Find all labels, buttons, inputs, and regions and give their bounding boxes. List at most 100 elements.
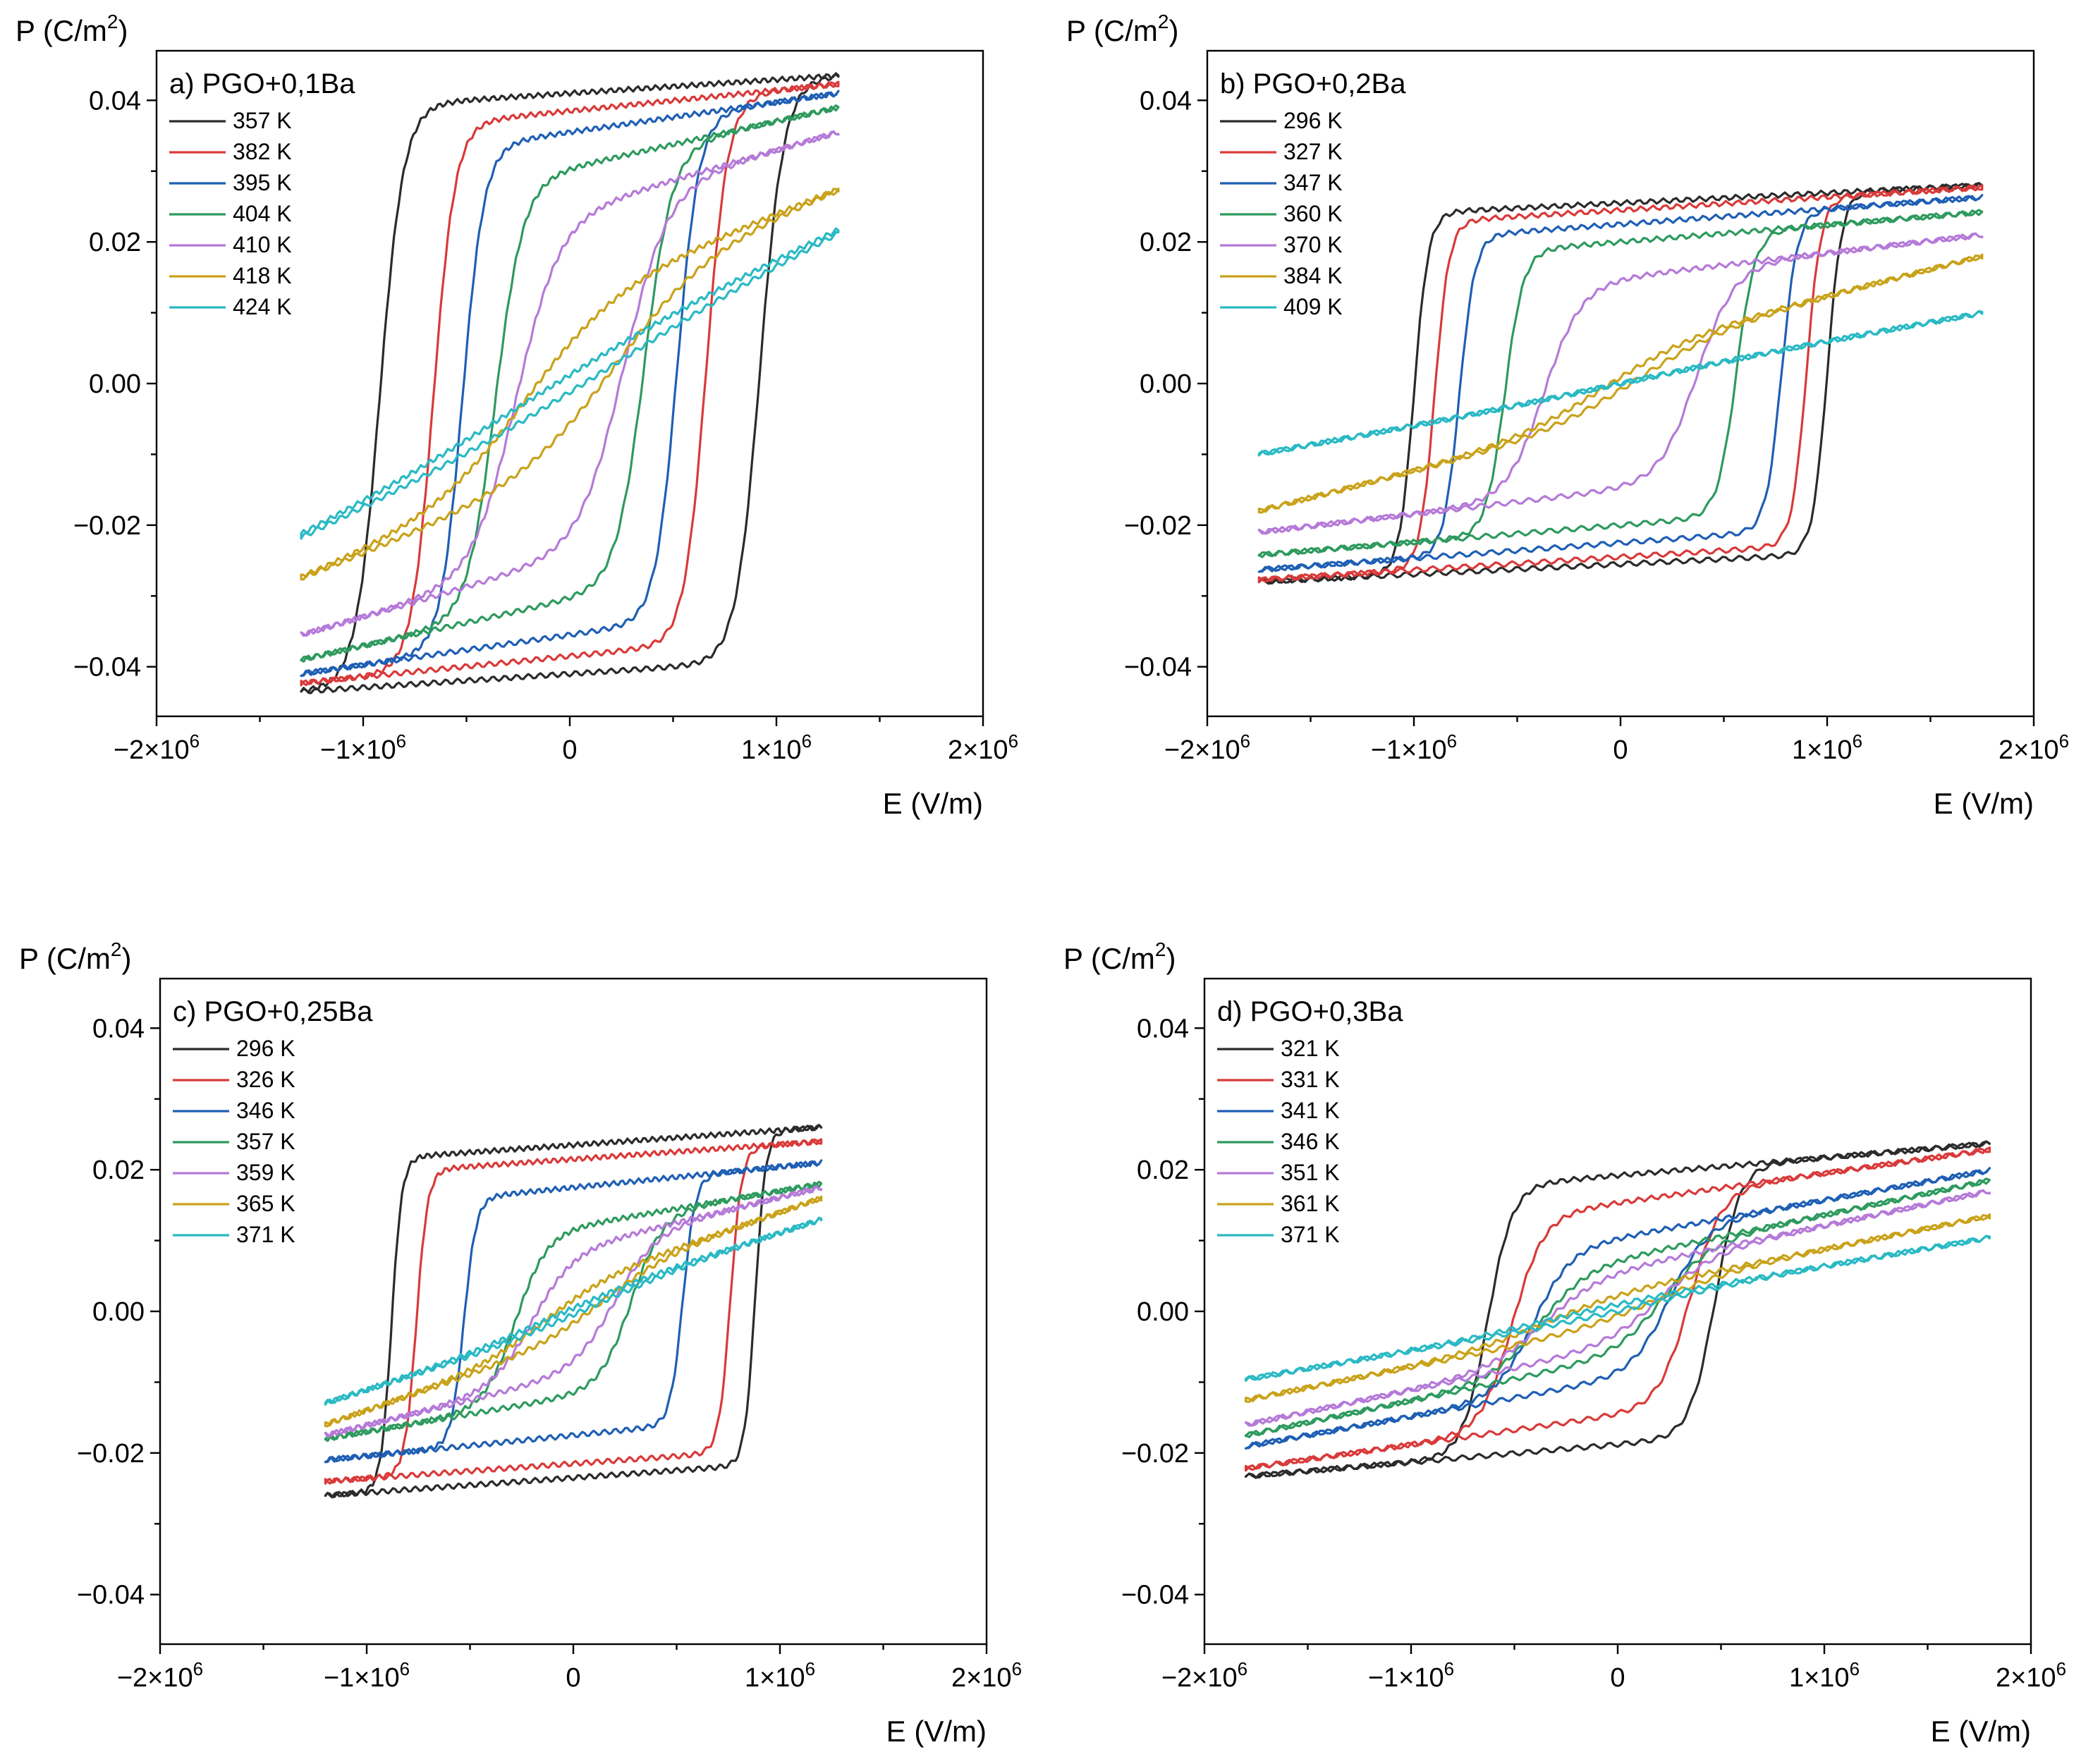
x-tick-label: −2×106 (117, 1658, 203, 1693)
series-384-k (1257, 253, 1984, 514)
panel-b: −2×106 −1×106 0 1×106 2×106 0.04 0.02 0.00 −0.02… (1066, 11, 2069, 820)
panel-title: c) PGO+0,25Ba (173, 996, 373, 1027)
y-tick-label: 0.04 (1137, 1014, 1189, 1043)
legend-label: 382 K (233, 139, 292, 164)
legend-label: 357 K (233, 108, 292, 133)
series-371-k (324, 1216, 823, 1406)
legend-label: 404 K (233, 201, 292, 226)
series-370-k (1257, 232, 1984, 535)
x-tick-label: −2×106 (114, 730, 200, 765)
legend-label: 409 K (1283, 294, 1343, 319)
legend-label: 331 K (1281, 1067, 1340, 1092)
legend-label: 360 K (1283, 201, 1343, 226)
series-296-k (324, 1124, 823, 1499)
series-357-k (300, 72, 840, 694)
x-tick-label: 2×106 (951, 1658, 1022, 1693)
x-axis-label: E (V/m) (1934, 787, 2034, 820)
legend-label: 346 K (236, 1098, 295, 1123)
legend-label: 410 K (233, 232, 292, 257)
y-tick-label: −0.04 (73, 653, 141, 682)
series-410-k (300, 130, 840, 637)
legend-label: 361 K (1281, 1191, 1340, 1216)
x-axis-label: E (V/m) (1931, 1715, 2031, 1748)
x-tick-label: 0 (1613, 735, 1628, 765)
legend: 321 K 331 K 341 K 346 K 351 K 361 K 371 K (1217, 1036, 1340, 1247)
legend-label: 321 K (1281, 1036, 1340, 1061)
y-axis-label: P (C/m2) (19, 938, 131, 975)
panel-d: −2×106 −1×106 0 1×106 2×106 0.04 0.02 0.00 −0.02… (1063, 938, 2066, 1748)
x-tick-label: 1×106 (741, 730, 812, 765)
legend-label: 357 K (236, 1129, 295, 1154)
legend-label: 327 K (1283, 139, 1343, 164)
legend-label: 395 K (233, 170, 292, 195)
legend-label: 371 K (236, 1222, 295, 1247)
curves (300, 72, 840, 694)
x-tick-label: 2×106 (948, 730, 1018, 765)
y-tick-label: 0.02 (1137, 1156, 1189, 1185)
y-tick-label: −0.04 (1121, 1581, 1189, 1610)
legend-label: 424 K (233, 294, 292, 319)
x-tick-label: 1×106 (745, 1658, 815, 1693)
y-tick-label: 0.02 (92, 1156, 145, 1185)
series-331-k (1245, 1146, 1991, 1472)
series-341-k (1245, 1167, 1991, 1450)
legend: 357 K 382 K 395 K 404 K 410 K 418 K 424 K (169, 108, 292, 319)
panel-title: a) PGO+0,1Ba (169, 68, 355, 99)
legend-label: 359 K (236, 1160, 295, 1185)
series-361-k (1245, 1213, 1991, 1403)
y-tick-label: 0.00 (92, 1297, 145, 1327)
y-tick-label: −0.04 (1124, 653, 1192, 682)
x-tick-label: 0 (566, 1663, 580, 1693)
series-351-k (1245, 1189, 1991, 1427)
legend-label: 370 K (1283, 232, 1343, 257)
series-357-k (324, 1180, 823, 1443)
series-326-k (324, 1138, 823, 1485)
legend-label: 365 K (236, 1191, 295, 1216)
panel-title: d) PGO+0,3Ba (1217, 996, 1403, 1027)
series-404-k (300, 104, 840, 663)
legend-label: 296 K (236, 1036, 295, 1061)
x-tick-label: 2×106 (1996, 1658, 2066, 1693)
legend-label: 384 K (1283, 263, 1343, 288)
y-tick-label: 0.04 (89, 86, 141, 116)
y-tick-label: −0.02 (73, 511, 141, 541)
series-365-k (324, 1195, 823, 1428)
legend-label: 418 K (233, 263, 292, 288)
x-tick-label: 0 (562, 735, 577, 765)
series-327-k (1257, 184, 1984, 583)
y-tick-label: 0.04 (1140, 86, 1192, 116)
x-axis-label: E (V/m) (886, 1715, 987, 1748)
series-346-k (1245, 1177, 1991, 1438)
y-axis-label: P (C/m2) (16, 11, 128, 47)
curves (1257, 182, 1984, 585)
y-tick-label: 0.04 (92, 1014, 145, 1043)
series-418-k (300, 188, 840, 581)
x-tick-label: 2×106 (1999, 730, 2069, 765)
series-382-k (300, 80, 840, 687)
y-tick-label: 0.00 (1140, 369, 1192, 399)
y-axis-label: P (C/m2) (1066, 11, 1178, 47)
y-tick-label: −0.02 (77, 1439, 145, 1469)
x-axis-label: E (V/m) (883, 787, 983, 820)
x-tick-label: 0 (1610, 1663, 1625, 1693)
panel-title: b) PGO+0,2Ba (1220, 68, 1406, 99)
y-tick-label: 0.00 (1137, 1297, 1189, 1327)
legend: 296 K 327 K 347 K 360 K 370 K 384 K 409 K (1220, 108, 1343, 319)
panel-c: −2×106 −1×106 0 1×106 2×106 0.04 0.02 0.00 −0.02… (19, 938, 1022, 1748)
y-tick-label: −0.02 (1121, 1439, 1189, 1469)
x-tick-label: −2×106 (1164, 730, 1250, 765)
series-359-k (324, 1185, 823, 1438)
legend-label: 296 K (1283, 108, 1343, 133)
y-tick-label: 0.00 (89, 369, 141, 399)
y-tick-label: −0.02 (1124, 511, 1192, 541)
curves (1245, 1140, 1991, 1479)
y-tick-label: 0.02 (1140, 228, 1192, 257)
series-395-k (300, 90, 840, 678)
series-360-k (1257, 209, 1984, 558)
legend-label: 326 K (236, 1067, 295, 1092)
series-296-k (1257, 182, 1984, 585)
series-321-k (1245, 1140, 1991, 1479)
panel-a: −2×106 −1×106 0 1×106 2×106 0.04 0.02 0.00 −0.02… (16, 11, 1018, 820)
x-tick-label: 1×106 (1789, 1658, 1860, 1693)
